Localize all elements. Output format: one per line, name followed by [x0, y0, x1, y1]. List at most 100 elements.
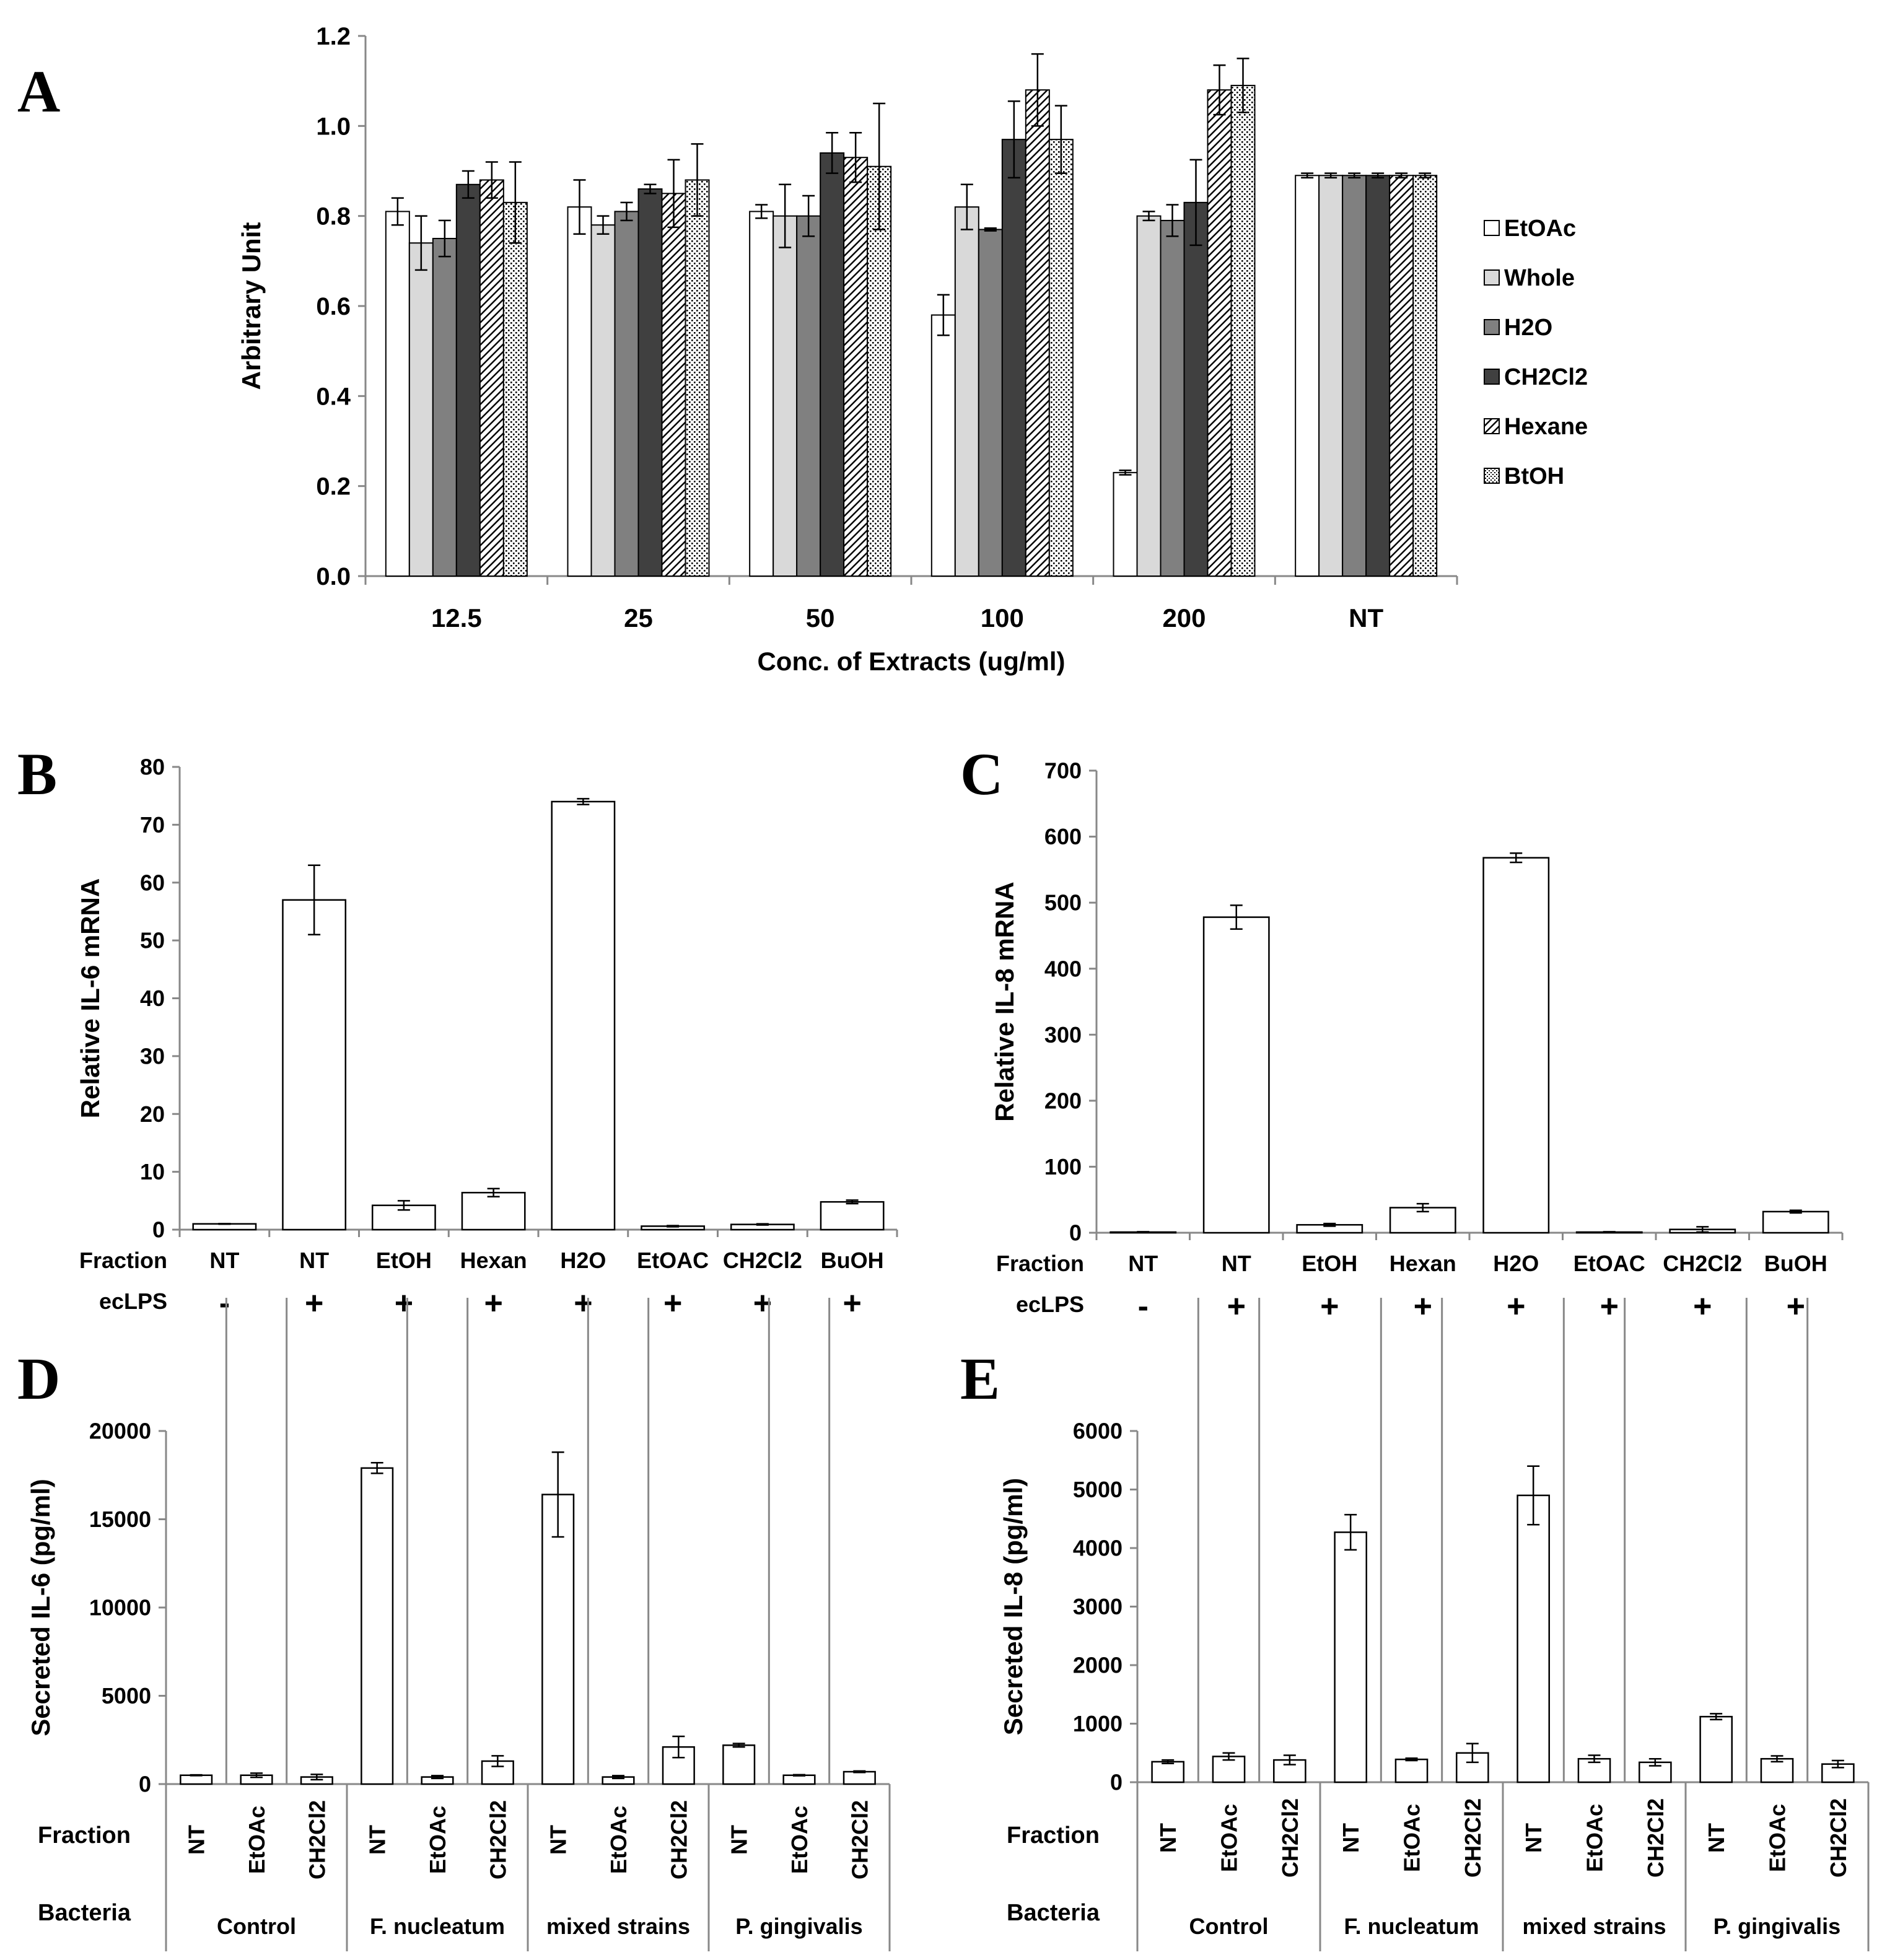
- panel-a-y-tick-label: 0.6: [316, 293, 351, 320]
- panel-d-fraction-label: NT: [184, 1825, 209, 1855]
- panel-d-y-tick-label: 0: [139, 1772, 151, 1797]
- panel-c-eclps-sign: +: [1507, 1288, 1525, 1324]
- panel-d-fraction-label: CH2Cl2: [847, 1800, 872, 1879]
- panel-c-fraction-label: Hexan: [1390, 1251, 1456, 1276]
- panel-d-chart: D 0 5000 10000 15000 20000 NT EtOAc CH2Cl2 NT EtOA…: [17, 1298, 891, 1951]
- panel-a-x-tick-label: 12.5: [431, 603, 482, 632]
- panel-e-y-tick-label: 0: [1110, 1770, 1123, 1795]
- legend-label-hexane: Hexane: [1504, 414, 1588, 440]
- panel-a-bar-btoh: [867, 165, 892, 577]
- panel-a-x-tick-label: NT: [1349, 603, 1383, 632]
- panel-a-bar-btoh: [1048, 139, 1074, 577]
- panel-c-bar: [1202, 916, 1270, 1234]
- panel-b-eclps-sign: +: [574, 1285, 592, 1321]
- panel-e-bar: [1517, 1494, 1550, 1783]
- panel-c-fraction-label: EtOH: [1302, 1251, 1357, 1276]
- panel-e-y-tick-label: 2000: [1073, 1653, 1123, 1678]
- panel-e-bar: [1151, 1761, 1184, 1783]
- panel-b-fraction-label: EtOH: [376, 1248, 432, 1273]
- panel-b-bar: [820, 1201, 885, 1231]
- panel-e-row-label-bacteria: Bacteria: [1007, 1900, 1100, 1926]
- panel-e-fraction-label: EtOAc: [1765, 1804, 1790, 1872]
- panel-a-chart: A 0.0 0.2 0.4 0.6 0.8 1.0 1.2 12.5 25 50 100 200 NT Co…: [17, 23, 1588, 676]
- panel-a-x-axis-title: Conc. of Extracts (ug/ml): [757, 647, 1065, 676]
- panel-a-bar-h2o: [432, 238, 457, 577]
- panel-e-y-axis-title: Secreted IL-8 (pg/ml): [999, 1478, 1028, 1735]
- panel-c-eclps-sign: +: [1787, 1288, 1805, 1324]
- panel-b-bar: [461, 1191, 526, 1231]
- panel-d-fraction-label: CH2Cl2: [666, 1800, 691, 1879]
- panel-e-bar: [1334, 1531, 1367, 1783]
- panel-a-bar-h2o: [978, 229, 1003, 577]
- panel-a-bar-hexane: [1207, 89, 1232, 577]
- panel-c-y-tick-label: 600: [1044, 824, 1082, 849]
- panel-a-x-tick-label: 100: [981, 603, 1024, 632]
- panel-a-y-tick-label: 0.8: [316, 203, 351, 230]
- panel-e-group-label-p-gingivalis: P. gingivalis: [1713, 1914, 1840, 1939]
- panel-e-group-label-control: Control: [1189, 1914, 1269, 1939]
- panel-d-group-label-control: Control: [217, 1914, 296, 1939]
- legend-swatch-etoac: [1484, 220, 1500, 236]
- panel-c-fraction-label: EtOAC: [1573, 1251, 1645, 1276]
- panel-a-bar-etoac: [567, 206, 592, 577]
- panel-a-bar-etoac: [385, 211, 410, 577]
- panel-b-fraction-label: Hexan: [460, 1248, 527, 1273]
- panel-a-y-axis-title: Arbitrary Unit: [237, 222, 266, 390]
- panel-b-bar: [551, 800, 616, 1231]
- panel-e-fraction-label: NT: [1521, 1823, 1546, 1853]
- panel-b-y-tick-label: 70: [140, 812, 165, 838]
- panel-c-fraction-label: NT: [1222, 1251, 1251, 1276]
- panel-a-bar-btoh: [502, 201, 528, 577]
- panel-b-chart: B 0 10 20 30 40 50 60 70 80 NT - NT + EtOH + Hexan + H2O + E…: [17, 741, 898, 1321]
- panel-a-bar-etoac: [930, 314, 956, 577]
- panel-c-y-tick-label: 200: [1044, 1088, 1082, 1113]
- panel-a-x-tick-label: 25: [624, 603, 653, 632]
- panel-a-bar-whole: [1318, 175, 1344, 577]
- panel-b-fraction-label: BuOH: [821, 1248, 884, 1273]
- panel-d-bar: [180, 1774, 213, 1785]
- panel-a-x-tick-label: 200: [1162, 603, 1206, 632]
- panel-d-bar: [843, 1770, 876, 1785]
- panel-c-eclps-sign: +: [1693, 1288, 1712, 1324]
- panel-b-y-tick-label: 30: [140, 1043, 165, 1069]
- panel-a-y-tick-label: 1.0: [316, 113, 351, 140]
- panel-d-y-axis-title: Secreted IL-6 (pg/ml): [26, 1479, 55, 1736]
- panel-b-y-axis-title: Relative IL-6 mRNA: [76, 878, 105, 1118]
- panel-c-y-tick-label: 500: [1044, 890, 1082, 916]
- panel-d-y-tick-label: 5000: [102, 1683, 151, 1708]
- panel-e-fraction-label: CH2Cl2: [1826, 1798, 1851, 1878]
- panel-c-eclps-sign: +: [1600, 1288, 1619, 1324]
- panel-c-chart: C 0 100 200 300 400 500 600 700 NT - NT + EtOH + Hexan +…: [960, 741, 1844, 1324]
- panel-e-y-tick-label: 5000: [1073, 1477, 1123, 1502]
- legend-label-btoh: BtOH: [1504, 463, 1564, 489]
- panel-e-fraction-label: NT: [1155, 1823, 1181, 1853]
- panel-d-bar: [361, 1467, 394, 1785]
- panel-c-eclps-sign: +: [1320, 1288, 1339, 1324]
- legend-label-etoac: EtOAc: [1504, 216, 1576, 242]
- panel-a-bar-h2o: [1342, 175, 1367, 577]
- panel-e-fraction-label: CH2Cl2: [1277, 1798, 1303, 1878]
- panel-d-fraction-label: EtOAc: [606, 1806, 631, 1874]
- panel-a-bar-whole: [1136, 215, 1162, 577]
- panel-d-bar: [722, 1744, 756, 1785]
- panel-a-bar-etoac: [749, 211, 774, 577]
- panel-a-bar-hexane: [843, 157, 869, 577]
- panel-e-fraction-label: NT: [1704, 1823, 1729, 1853]
- panel-b-eclps-sign: +: [305, 1285, 323, 1321]
- panel-b-fraction-label: NT: [209, 1248, 239, 1273]
- panel-d-group-label-f-nucleatum: F. nucleatum: [370, 1914, 505, 1939]
- panel-b-row-label-fraction: Fraction: [79, 1248, 167, 1273]
- panel-b-eclps-sign: +: [395, 1285, 413, 1321]
- panel-e-fraction-label: EtOAc: [1399, 1804, 1425, 1872]
- panel-c-fraction-label: BuOH: [1764, 1251, 1827, 1276]
- panel-b-eclps-sign: +: [843, 1285, 861, 1321]
- panel-d-row-label-fraction: Fraction: [38, 1822, 131, 1848]
- panel-e-y-tick-label: 6000: [1073, 1419, 1123, 1444]
- panel-a-bar-etoac: [1295, 175, 1320, 577]
- panel-b-y-tick-label: 0: [152, 1217, 165, 1243]
- panel-c-y-tick-label: 400: [1044, 956, 1082, 981]
- panel-b-y-tick-label: 20: [140, 1101, 165, 1127]
- panel-c-row-label-fraction: Fraction: [996, 1251, 1084, 1276]
- panel-a-y-tick-label: 0.4: [316, 383, 351, 410]
- panel-d-group-label-mixed-strains: mixed strains: [546, 1914, 690, 1939]
